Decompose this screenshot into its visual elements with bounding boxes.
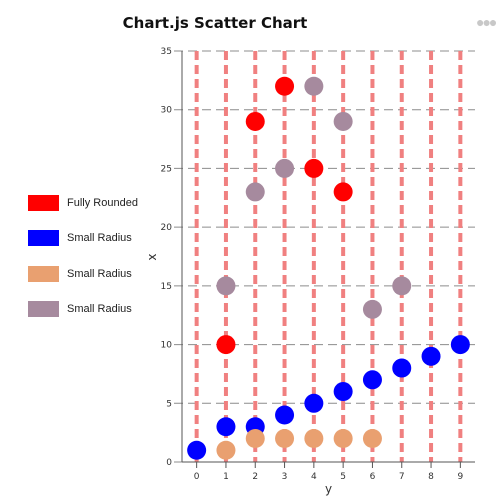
legend-label: Small Radius <box>67 302 132 315</box>
data-point-series-3[interactable] <box>392 276 412 296</box>
legend-swatch-small-radius-orange <box>28 265 59 282</box>
x-tick-label: 7 <box>399 472 405 482</box>
data-point-series-2[interactable] <box>216 440 236 460</box>
data-point-series-3[interactable] <box>362 299 382 319</box>
y-tick-label: 5 <box>166 399 172 409</box>
x-tick-label: 0 <box>194 472 200 482</box>
data-point-series-3[interactable] <box>245 182 265 202</box>
chart-title: Chart.js Scatter Chart <box>122 14 308 32</box>
data-point-series-3[interactable] <box>216 276 236 296</box>
y-tick-label: 15 <box>161 282 172 292</box>
legend-label: Fully Rounded <box>67 196 138 209</box>
data-point-series-1[interactable] <box>450 335 470 355</box>
data-point-series-1[interactable] <box>392 358 412 378</box>
data-point-series-1[interactable] <box>275 405 295 425</box>
data-point-series-3[interactable] <box>275 158 295 178</box>
x-tick-label: 5 <box>340 472 346 482</box>
y-tick-label: 25 <box>161 164 172 174</box>
data-point-series-1[interactable] <box>216 417 236 437</box>
x-tick-label: 2 <box>252 472 258 482</box>
data-point-series-2[interactable] <box>362 429 382 449</box>
y-axis-title: x <box>145 253 159 260</box>
x-tick-label: 8 <box>428 472 434 482</box>
data-point-series-1[interactable] <box>421 346 441 366</box>
data-point-series-0[interactable] <box>245 111 265 131</box>
legend-item[interactable]: Small Radius <box>28 229 132 247</box>
ellipsis-icon[interactable]: ●●● <box>476 14 497 30</box>
legend-swatch-small-radius-blue <box>28 229 59 246</box>
legend-label: Small Radius <box>67 231 132 244</box>
x-tick-label: 6 <box>370 472 376 482</box>
x-axis-title: y <box>325 482 332 496</box>
data-point-series-0[interactable] <box>333 182 353 202</box>
data-point-series-2[interactable] <box>275 429 295 449</box>
data-point-series-1[interactable] <box>187 440 207 460</box>
y-tick-label: 35 <box>161 47 172 57</box>
x-tick-label: 4 <box>311 472 317 482</box>
legend-item[interactable]: Fully Rounded <box>28 194 138 212</box>
y-tick-label: 20 <box>161 223 173 233</box>
y-tick-label: 0 <box>166 458 172 468</box>
data-point-series-3[interactable] <box>304 76 324 96</box>
data-point-series-0[interactable] <box>275 76 295 96</box>
legend-item[interactable]: Small Radius <box>28 300 132 318</box>
legend-item[interactable]: Small Radius <box>28 265 132 283</box>
x-tick-label: 1 <box>223 472 229 482</box>
y-tick-label: 10 <box>161 341 173 351</box>
legend-swatch-fully-rounded <box>28 194 59 211</box>
data-point-series-0[interactable] <box>304 158 324 178</box>
data-point-series-1[interactable] <box>362 370 382 390</box>
data-point-series-2[interactable] <box>245 429 265 449</box>
data-point-series-2[interactable] <box>304 429 324 449</box>
y-tick-label: 30 <box>161 106 173 116</box>
x-tick-label: 9 <box>457 472 463 482</box>
data-point-series-1[interactable] <box>333 382 353 402</box>
data-point-series-0[interactable] <box>216 335 236 355</box>
data-point-series-1[interactable] <box>304 393 324 413</box>
legend-label: Small Radius <box>67 267 132 280</box>
data-point-series-2[interactable] <box>333 429 353 449</box>
legend-swatch-small-radius-mauve <box>28 300 59 317</box>
x-tick-label: 3 <box>282 472 288 482</box>
data-point-series-3[interactable] <box>333 111 353 131</box>
